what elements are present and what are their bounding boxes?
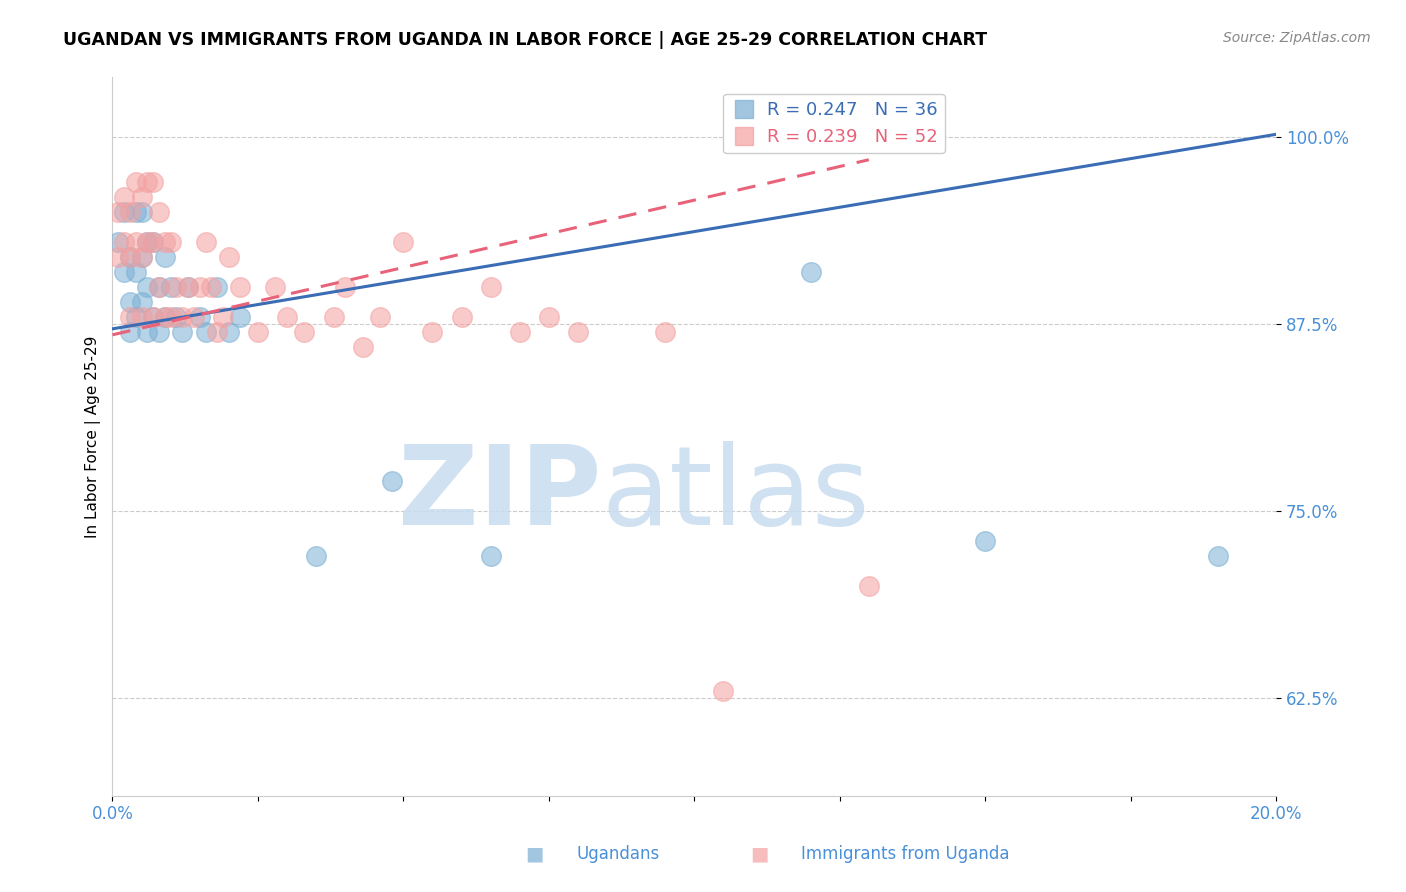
Point [159, 235, 181, 249]
Point [153, 235, 176, 249]
Point [422, 325, 444, 339]
Legend: R = 0.247   N = 36, R = 0.239   N = 52: R = 0.247 N = 36, R = 0.239 N = 52 [723, 94, 945, 153]
Point [153, 250, 176, 264]
Point [118, 310, 141, 324]
Point [392, 235, 415, 249]
Text: Immigrants from Uganda: Immigrants from Uganda [801, 846, 1010, 863]
Point [974, 534, 997, 549]
Point [112, 205, 135, 219]
Point [112, 235, 135, 249]
Point [305, 549, 328, 564]
Point [218, 250, 240, 264]
Point [112, 265, 135, 279]
Point [205, 280, 228, 294]
Point [188, 280, 211, 294]
Point [322, 310, 344, 324]
Point [136, 280, 159, 294]
Point [118, 205, 141, 219]
Point [118, 325, 141, 339]
Point [229, 280, 252, 294]
Point [537, 310, 560, 324]
Point [131, 190, 153, 204]
Point [153, 310, 176, 324]
Point [479, 280, 502, 294]
Point [509, 325, 531, 339]
Point [177, 280, 200, 294]
Point [148, 280, 170, 294]
Point [131, 294, 153, 309]
Point [112, 190, 135, 204]
Point [352, 340, 374, 354]
Point [368, 310, 391, 324]
Point [125, 175, 148, 189]
Point [567, 325, 589, 339]
Point [218, 325, 240, 339]
Text: atlas: atlas [602, 441, 870, 548]
Point [381, 475, 404, 489]
Point [246, 325, 269, 339]
Point [654, 325, 676, 339]
Point [107, 250, 129, 264]
Text: ZIP: ZIP [398, 441, 602, 548]
Point [148, 325, 170, 339]
Point [172, 310, 194, 324]
Point [136, 175, 159, 189]
Point [229, 310, 252, 324]
Point [165, 280, 187, 294]
Point [159, 280, 181, 294]
Point [118, 250, 141, 264]
Point [107, 235, 129, 249]
Point [294, 325, 316, 339]
Point [142, 310, 165, 324]
Point [212, 310, 235, 324]
Point [194, 235, 217, 249]
Point [142, 175, 165, 189]
Point [131, 250, 153, 264]
Point [200, 280, 222, 294]
Point [153, 310, 176, 324]
Point [711, 684, 734, 698]
Point [107, 205, 129, 219]
Point [183, 310, 205, 324]
Point [450, 310, 472, 324]
Point [148, 280, 170, 294]
Point [1206, 549, 1229, 564]
Point [159, 310, 181, 324]
Point [118, 250, 141, 264]
Point [194, 325, 217, 339]
Point [142, 235, 165, 249]
Point [136, 325, 159, 339]
Text: ■: ■ [524, 845, 544, 863]
Point [142, 235, 165, 249]
Point [858, 579, 880, 593]
Point [136, 235, 159, 249]
Point [148, 205, 170, 219]
Point [131, 205, 153, 219]
Text: UGANDAN VS IMMIGRANTS FROM UGANDA IN LABOR FORCE | AGE 25-29 CORRELATION CHART: UGANDAN VS IMMIGRANTS FROM UGANDA IN LAB… [63, 31, 987, 49]
Y-axis label: In Labor Force | Age 25-29: In Labor Force | Age 25-29 [86, 335, 101, 538]
Point [333, 280, 356, 294]
Text: Ugandans: Ugandans [576, 846, 659, 863]
Point [125, 235, 148, 249]
Point [177, 280, 200, 294]
Point [264, 280, 287, 294]
Text: ■: ■ [749, 845, 769, 863]
Point [131, 250, 153, 264]
Point [118, 294, 141, 309]
Point [142, 310, 165, 324]
Point [165, 310, 187, 324]
Point [800, 265, 823, 279]
Point [136, 235, 159, 249]
Point [125, 265, 148, 279]
Point [131, 310, 153, 324]
Point [125, 310, 148, 324]
Point [276, 310, 298, 324]
Point [172, 325, 194, 339]
Point [205, 325, 228, 339]
Point [479, 549, 502, 564]
Point [188, 310, 211, 324]
Point [125, 205, 148, 219]
Text: Source: ZipAtlas.com: Source: ZipAtlas.com [1223, 31, 1371, 45]
